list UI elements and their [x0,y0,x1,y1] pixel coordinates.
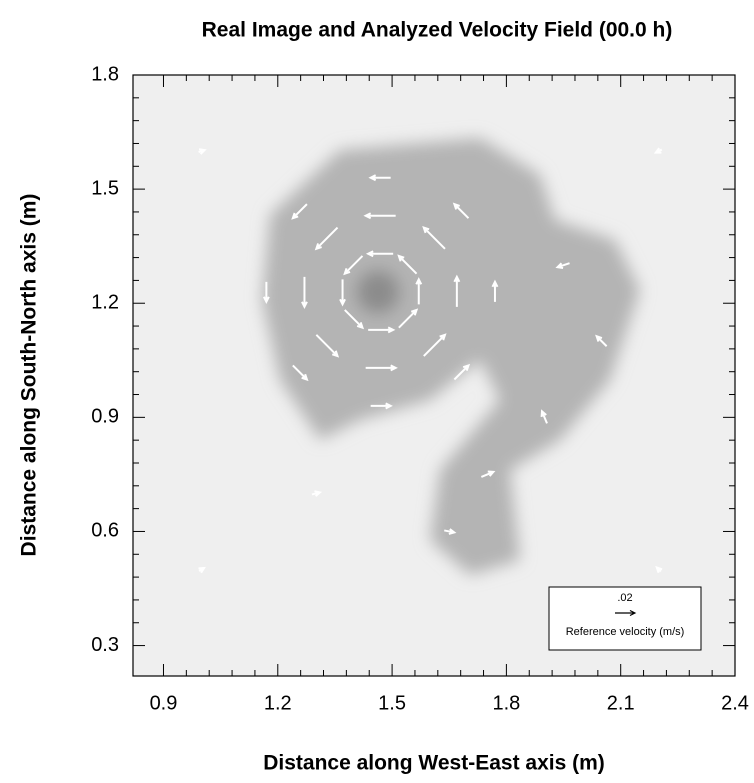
x-tick-label: 1.5 [378,692,406,714]
velocity-vector [453,363,471,381]
x-tick-label: 0.9 [150,692,178,714]
x-tick-label: 2.1 [607,692,635,714]
velocity-vector [301,276,308,310]
velocity-vector [491,279,499,302]
velocity-vector [422,226,446,250]
velocity-vector [198,566,206,574]
velocity-vector [653,147,663,154]
x-axis-label: Distance along West-East axis (m) [263,752,605,775]
velocity-vector [452,202,470,219]
y-tick-label: 0.6 [91,520,119,542]
velocity-vector [555,262,570,269]
velocity-vector [344,309,365,330]
velocity-vector [368,326,396,334]
velocity-vector [540,409,548,424]
velocity-vector [655,565,663,574]
y-axis-label: Distance along South-North axis (m) [18,194,41,557]
velocity-vector [444,528,457,535]
velocity-vector [292,364,309,382]
velocity-vector [365,364,398,372]
x-tick-label: 1.8 [492,692,520,714]
velocity-vector [343,255,364,276]
x-tick-label: 2.4 [721,692,749,714]
velocity-vector [480,470,496,478]
y-tick-label: 1.2 [91,292,119,314]
velocity-vector [398,308,419,329]
velocity-vector [314,226,339,251]
y-tick-label: 0.9 [91,406,119,428]
velocity-vector [368,174,391,182]
velocity-vector [365,250,394,258]
y-tick-label: 1.8 [91,63,119,85]
velocity-vector [198,148,207,155]
velocity-vector [397,254,418,275]
velocity-vector [315,334,340,358]
chart-title: Real Image and Analyzed Velocity Field (… [202,19,673,42]
y-tick-label: 1.5 [91,177,119,199]
velocity-vector [262,281,270,305]
velocity-vector [423,333,447,357]
image-background [262,138,640,575]
velocity-vector [370,402,393,410]
velocity-vector [595,334,608,347]
reference-value: .02 [617,592,632,604]
velocity-vector [453,274,461,307]
reference-box [548,586,702,651]
plot-frame [132,74,736,677]
y-tick-label: 0.3 [91,634,119,656]
reference-text: Reference velocity (m/s) [566,626,685,638]
velocity-vector [363,212,396,220]
reference-arrow [615,609,637,617]
velocity-vector [415,277,423,305]
velocity-vector [339,279,346,307]
velocity-vector [311,490,323,497]
velocity-vector [291,203,308,220]
x-tick-label: 1.2 [264,692,292,714]
